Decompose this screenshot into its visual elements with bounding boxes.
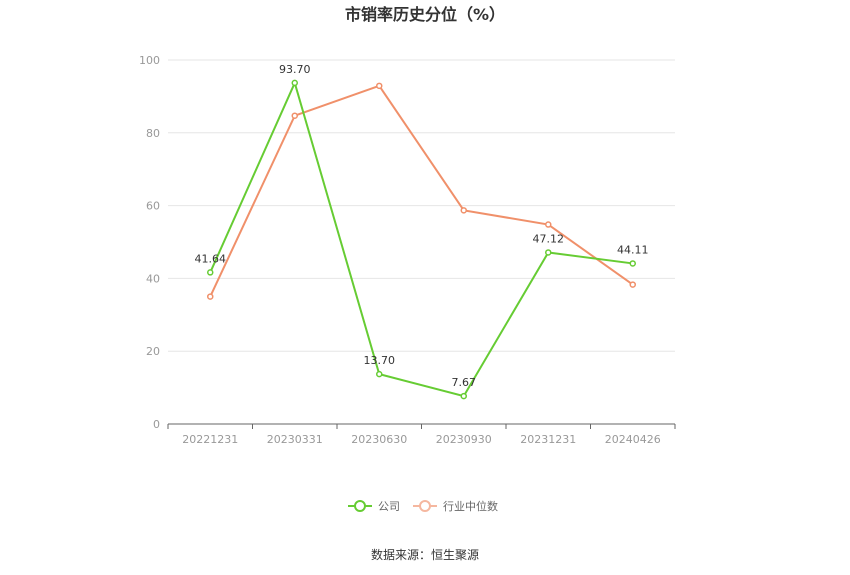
legend[interactable]: 公司 行业中位数 <box>348 499 498 513</box>
x-tick-label: 20230630 <box>351 433 407 446</box>
x-tick-label: 20230331 <box>267 433 323 446</box>
data-label: 44.11 <box>617 243 649 256</box>
series-company: 41.64 93.70 13.70 7.67 47.12 44.11 <box>195 63 649 400</box>
legend-item-industry-median[interactable]: 行业中位数 <box>413 499 498 513</box>
data-point[interactable] <box>376 82 383 90</box>
data-point[interactable] <box>629 281 636 288</box>
x-tick-label: 20231231 <box>520 433 576 446</box>
y-tick-label: 60 <box>146 200 160 213</box>
legend-marker <box>419 500 431 512</box>
legend-label: 公司 <box>378 500 400 513</box>
legend-item-company[interactable]: 公司 <box>348 500 400 513</box>
data-point[interactable] <box>291 79 298 87</box>
y-tick-label: 40 <box>146 272 160 285</box>
series-line <box>209 84 634 298</box>
x-tick-label: 20230930 <box>436 433 492 446</box>
legend-label: 行业中位数 <box>443 499 498 513</box>
data-label: 7.67 <box>452 376 477 389</box>
data-point[interactable] <box>460 392 467 400</box>
data-label: 13.70 <box>364 354 396 367</box>
y-tick-label: 100 <box>139 54 160 67</box>
y-tick-label: 0 <box>153 418 160 431</box>
y-tick-label: 80 <box>146 127 160 140</box>
data-point[interactable] <box>629 260 636 267</box>
series-layer: 41.64 93.70 13.70 7.67 47.12 44.11 <box>195 63 649 400</box>
y-axis-ticks: 0 20 40 60 80 100 <box>139 54 160 431</box>
chart-title: 市销率历史分位（%） <box>345 5 505 24</box>
series-industry-median <box>207 82 636 300</box>
source-note: 数据来源：恒生聚源 <box>371 547 479 562</box>
x-tick-label: 20240426 <box>605 433 661 446</box>
y-tick-label: 20 <box>146 345 160 358</box>
data-point[interactable] <box>545 249 552 256</box>
data-label: 93.70 <box>279 63 311 76</box>
data-point[interactable] <box>291 112 298 119</box>
data-point[interactable] <box>545 221 552 228</box>
data-label: 41.64 <box>195 252 227 265</box>
grid-lines <box>168 59 675 352</box>
data-label: 47.12 <box>533 232 565 245</box>
x-tick-label: 20221231 <box>182 433 238 446</box>
x-axis-ticks: 20221231 20230331 20230630 20230930 20231231… <box>167 424 676 446</box>
data-point[interactable] <box>207 269 214 276</box>
data-point[interactable] <box>376 370 383 378</box>
legend-marker <box>354 500 366 512</box>
series-line <box>209 80 633 398</box>
data-point[interactable] <box>207 293 214 300</box>
data-point[interactable] <box>460 207 467 214</box>
